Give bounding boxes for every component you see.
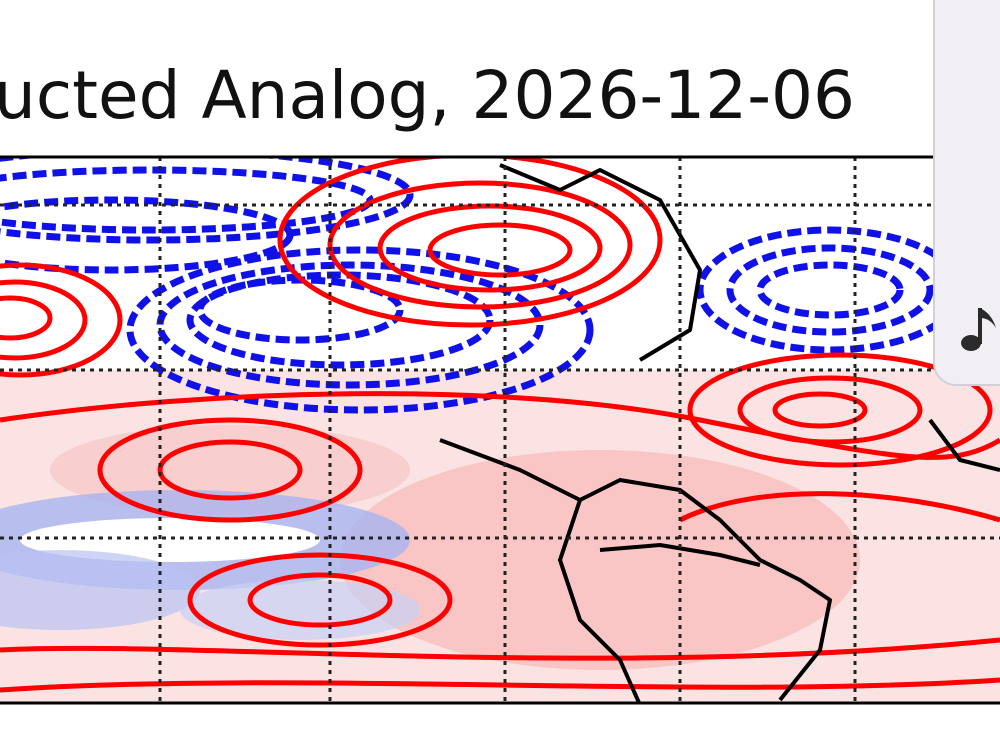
music-icon-flag [980, 308, 996, 328]
positive-contour [97, 417, 363, 523]
negative-contour [126, 246, 594, 414]
negative-contour [186, 271, 494, 369]
anomaly-shading [340, 450, 860, 670]
positive-contour [0, 279, 88, 361]
coastline [599, 543, 761, 567]
coastline [928, 418, 1000, 472]
anomaly-shading [20, 518, 320, 562]
map-title: ucted Analog, 2026-12-06 [0, 57, 855, 134]
positive-contour [427, 222, 573, 278]
positive-contour [0, 262, 123, 378]
map-frame [0, 155, 1000, 705]
positive-contour [737, 375, 923, 445]
positive-contour [0, 295, 53, 341]
anomaly-shading [0, 550, 200, 630]
coastline [558, 499, 642, 703]
positive-contour [772, 391, 868, 429]
positive-contour [0, 677, 1000, 693]
positive-contour [687, 352, 993, 468]
music-icon-note [961, 335, 981, 351]
side-panel[interactable] [933, 0, 1000, 386]
positive-contour [0, 391, 1000, 460]
anomaly-shading [180, 580, 420, 640]
negative-contour [0, 166, 374, 234]
positive-contour [187, 552, 453, 648]
map [0, 157, 1000, 703]
positive-contour [327, 180, 633, 310]
positive-contour [277, 157, 663, 328]
positive-contour [0, 637, 1000, 661]
positive-contour [247, 572, 393, 628]
coastline [499, 163, 702, 362]
negative-contour [756, 261, 904, 319]
positive-contour [157, 439, 303, 501]
negative-contour [726, 244, 934, 336]
positive-contour [678, 491, 1000, 523]
music-icon-stem [978, 308, 982, 344]
negative-contour [156, 261, 544, 389]
music-icon[interactable] [961, 308, 996, 351]
coastline [439, 438, 832, 702]
negative-contour [0, 196, 294, 274]
negative-contour [0, 157, 414, 244]
